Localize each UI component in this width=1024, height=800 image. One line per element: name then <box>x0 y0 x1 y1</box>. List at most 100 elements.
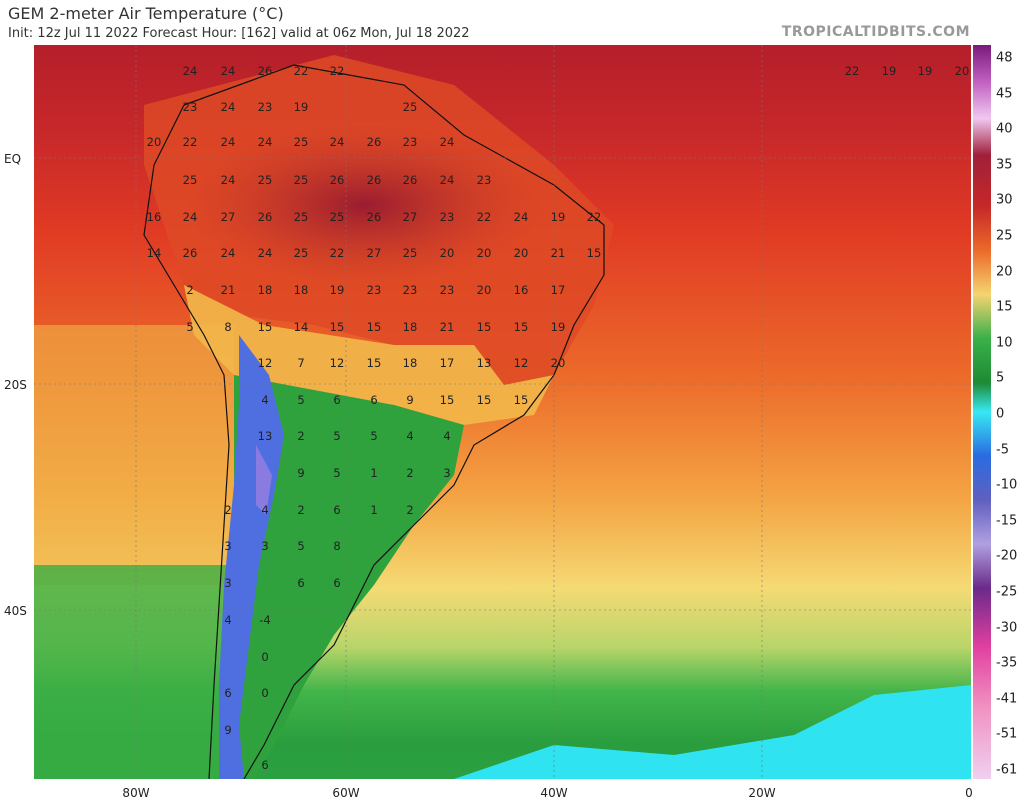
colorbar-tick-label: -20 <box>996 548 1018 564</box>
temperature-label: 12 <box>330 356 345 370</box>
temperature-label: 2 <box>406 466 413 480</box>
temperature-label: 20 <box>440 246 455 260</box>
temperature-label: 26 <box>367 173 382 187</box>
temperature-label: 25 <box>294 173 309 187</box>
temperature-label: 25 <box>183 173 198 187</box>
temperature-label: 6 <box>333 576 340 590</box>
temperature-label: 24 <box>440 173 455 187</box>
temperature-label: 18 <box>403 320 418 334</box>
temperature-label: 15 <box>477 393 492 407</box>
temperature-label: 24 <box>221 173 236 187</box>
temperature-label: 23 <box>258 100 273 114</box>
temperature-label: 5 <box>333 429 340 443</box>
lat-label-40s: 40S <box>4 604 27 618</box>
temperature-label: 6 <box>261 758 268 772</box>
temperature-label: 13 <box>258 429 273 443</box>
temperature-label: 20 <box>955 64 970 78</box>
temperature-label: 26 <box>258 210 273 224</box>
temperature-label: 6 <box>333 393 340 407</box>
amazon-hot <box>184 125 544 285</box>
temperature-label: 16 <box>147 210 162 224</box>
map-subtitle: Init: 12z Jul 11 2022 Forecast Hour: [16… <box>8 26 470 41</box>
temperature-label: 26 <box>367 135 382 149</box>
gridlines <box>34 45 971 779</box>
temperature-label: 23 <box>440 210 455 224</box>
coastlines <box>143 64 605 779</box>
temperature-label: 25 <box>403 246 418 260</box>
lon-label-60w: 60W <box>332 786 360 800</box>
temperature-label: 22 <box>477 210 492 224</box>
colorbar-tick-label: -5 <box>996 442 1009 458</box>
temperature-label: 15 <box>367 320 382 334</box>
temperature-label: 24 <box>221 64 236 78</box>
colorbar-tick-label: 15 <box>996 299 1013 315</box>
temperature-label: 4 <box>261 503 268 517</box>
temperature-label: 21 <box>221 283 236 297</box>
colorbar-tick-label: 40 <box>996 121 1013 137</box>
andes-cold <box>219 335 284 779</box>
south-ocean-cyan <box>454 685 971 779</box>
temperature-label: 25 <box>403 100 418 114</box>
temperature-label: 2 <box>406 503 413 517</box>
temperature-label: 4 <box>261 393 268 407</box>
temperature-label: 2 <box>297 503 304 517</box>
temperature-label: 19 <box>330 283 345 297</box>
temperature-label: 25 <box>294 246 309 260</box>
temperature-label: 4 <box>443 429 450 443</box>
colorbar-tick-label: 48 <box>996 50 1013 66</box>
temperature-label: 15 <box>330 320 345 334</box>
temperature-label: 2 <box>224 503 231 517</box>
temperature-label: 2 <box>186 283 193 297</box>
temperature-label: 19 <box>294 100 309 114</box>
temperature-label: 23 <box>367 283 382 297</box>
colorbar-tick-label: -25 <box>996 584 1018 600</box>
temperature-label: 22 <box>330 64 345 78</box>
temperature-label: 7 <box>297 356 304 370</box>
colorbar-tick-label: 0 <box>996 406 1005 422</box>
temperature-label: 22 <box>330 246 345 260</box>
temperature-label: 24 <box>221 135 236 149</box>
temperature-label: 6 <box>370 393 377 407</box>
temperature-label: 25 <box>330 210 345 224</box>
temperature-label: 14 <box>294 320 309 334</box>
temperature-label: 20 <box>477 283 492 297</box>
continent-mild <box>184 285 554 425</box>
temperature-label: 9 <box>297 466 304 480</box>
colorbar-tick-label: -61 <box>996 762 1018 778</box>
temperature-label: 22 <box>183 135 198 149</box>
lat-label-20s: 20S <box>4 378 27 392</box>
temperature-label: 8 <box>224 320 231 334</box>
temperature-label: 16 <box>514 283 529 297</box>
colorbar-tick-label: -41 <box>996 691 1018 707</box>
colorbar-tick-label: 25 <box>996 228 1013 244</box>
temperature-label: 15 <box>587 246 602 260</box>
temperature-label: 3 <box>261 539 268 553</box>
colorbar-tick-label: 30 <box>996 192 1013 208</box>
colorbar-tick-label: -35 <box>996 655 1018 671</box>
temperature-label: 23 <box>183 100 198 114</box>
temperature-label: 17 <box>440 356 455 370</box>
temperature-label: 3 <box>443 466 450 480</box>
lon-label-40w: 40W <box>540 786 568 800</box>
temperature-label: 23 <box>403 135 418 149</box>
temperature-label: 13 <box>477 356 492 370</box>
colorbar <box>973 45 991 779</box>
temperature-label: 26 <box>367 210 382 224</box>
colorbar-tick-label: -51 <box>996 726 1018 742</box>
temperature-label: 0 <box>261 650 268 664</box>
temperature-label: 21 <box>440 320 455 334</box>
andes-peak-cold <box>256 445 272 515</box>
brand-watermark: TROPICALTIDBITS.COM <box>781 24 970 40</box>
temperature-label: 19 <box>882 64 897 78</box>
temperature-label: 24 <box>330 135 345 149</box>
temperature-label: 19 <box>551 320 566 334</box>
temperature-label: 18 <box>294 283 309 297</box>
temperature-label: 24 <box>258 135 273 149</box>
temperature-label: 6 <box>333 503 340 517</box>
temperature-label: 20 <box>551 356 566 370</box>
lon-label-80w: 80W <box>122 786 150 800</box>
map-title: GEM 2-meter Air Temperature (°C) <box>8 4 284 23</box>
temperature-label: 22 <box>845 64 860 78</box>
temperature-label: 0 <box>261 686 268 700</box>
